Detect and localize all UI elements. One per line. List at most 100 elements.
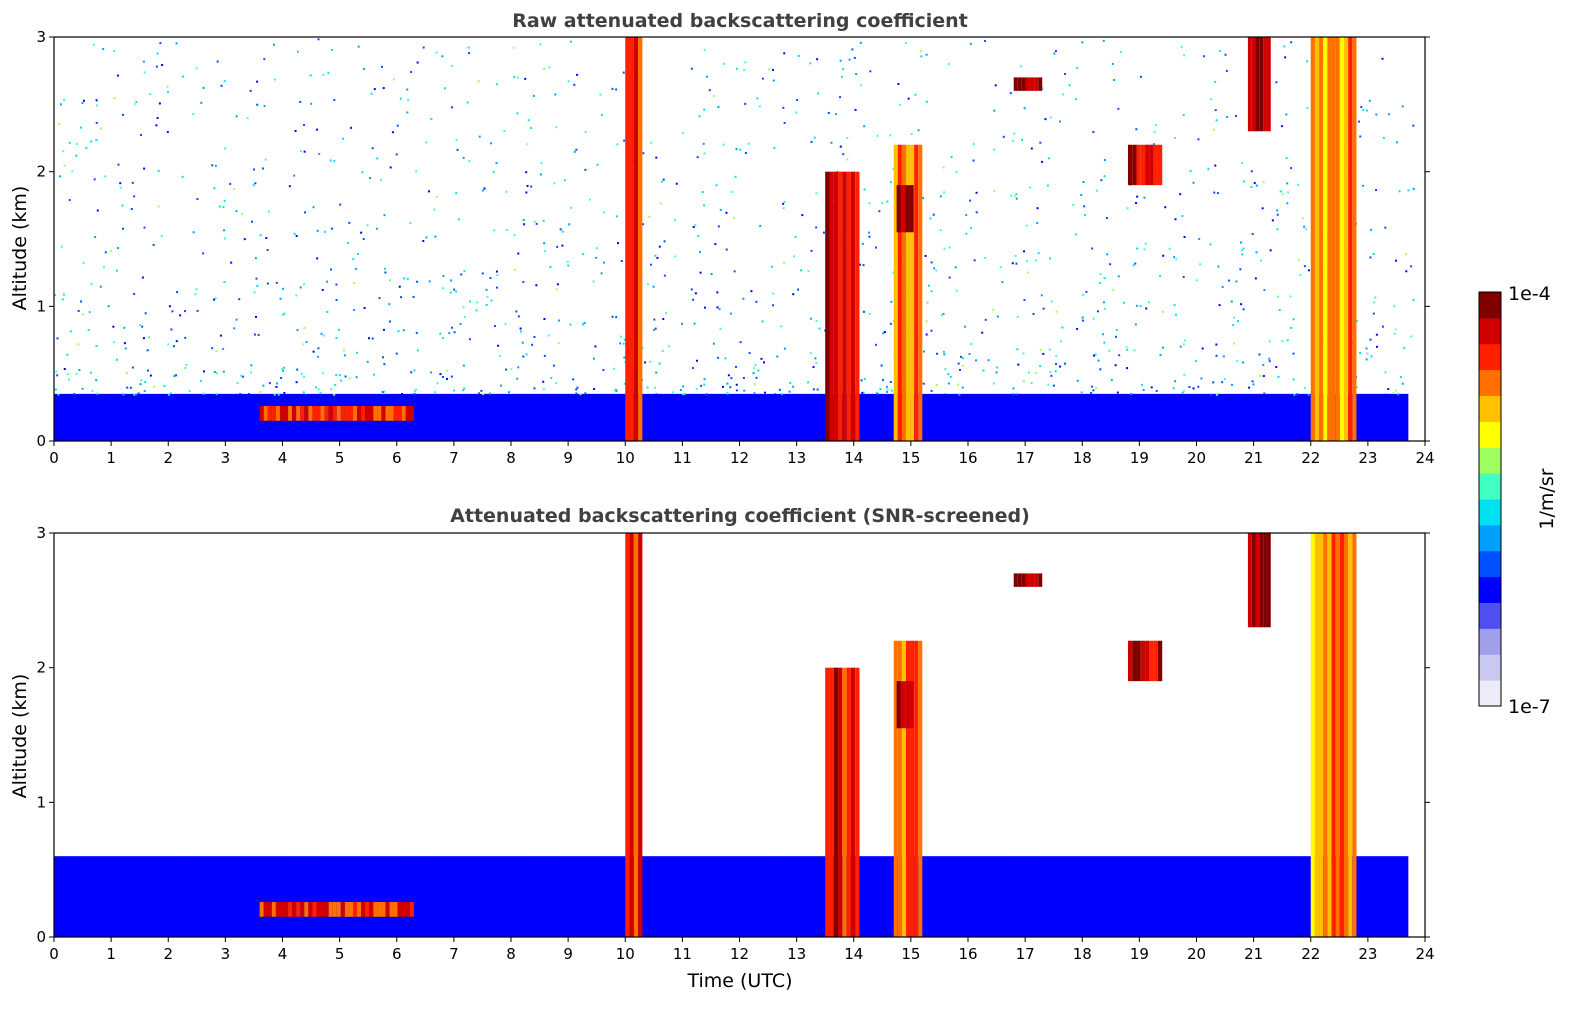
feature-strip [910,144,915,441]
noise-point [1082,293,1085,296]
noise-point [117,163,120,166]
feature-strip [1136,144,1141,186]
noise-point [752,372,755,375]
noise-point [920,55,923,58]
noise-point [200,101,203,104]
noise-point [366,224,369,227]
noise-point [930,389,933,392]
noise-point [131,181,134,184]
background-cell [670,393,689,441]
noise-point [919,49,922,52]
colorbar-swatch [1479,343,1501,371]
noise-point [948,246,951,249]
noise-point [958,368,961,371]
noise-point [653,386,656,389]
feature-strip [340,405,345,421]
noise-point [1181,391,1184,394]
noise-point [876,392,879,395]
noise-point [295,294,298,297]
feature-strip [365,405,370,421]
noise-point [168,305,171,308]
noise-point [735,383,738,386]
noise-point [641,223,644,226]
noise-point [288,185,291,188]
noise-point [615,389,618,392]
noise-point [293,174,296,177]
noise-point [523,223,526,226]
noise-point [1030,147,1033,150]
noise-point [1303,265,1306,268]
noise-point [622,342,625,345]
feature-strip [825,667,830,937]
noise-point [235,115,238,118]
noise-point [505,229,508,232]
feature-strip [288,405,293,421]
noise-point [739,148,742,151]
noise-point [322,73,325,76]
noise-point [1139,75,1142,78]
noise-point [1154,124,1157,127]
background-cell [808,856,826,937]
noise-point [917,129,920,132]
noise-point [812,366,815,369]
noise-point [1287,191,1290,194]
feature-strip [361,405,366,421]
noise-point [1142,388,1145,391]
feature-strip [825,171,830,441]
noise-point [310,102,313,105]
noise-point [1215,343,1218,346]
noise-point [948,276,951,279]
noise-point [326,280,329,283]
colorbar-swatch [1479,576,1501,603]
noise-point [1072,203,1075,206]
noise-point [213,187,216,190]
noise-point [797,288,800,291]
noise-point [539,173,542,176]
noise-point [755,300,758,303]
colorbar-swatch [1479,369,1501,396]
noise-point [1054,50,1057,53]
noise-point [303,326,306,329]
noise-point [719,208,722,211]
feature-strip [348,901,354,917]
noise-point [964,325,967,328]
feature-strip [393,901,398,917]
noise-point [1179,345,1182,348]
noise-point [703,306,706,309]
noise-point [1262,375,1265,378]
noise-point [1192,387,1195,390]
noise-point [939,195,942,198]
noise-point [1384,371,1387,374]
feature-strip [1266,37,1271,132]
noise-point [496,274,499,277]
background-cell [688,393,706,441]
noise-point [742,376,745,379]
noise-point [1103,341,1106,344]
noise-point [1269,249,1272,252]
noise-point [156,117,159,120]
noise-point [725,211,728,214]
feature-strip [638,533,643,937]
noise-point [1010,194,1013,197]
feature-strip [1263,37,1267,132]
feature-strip [1030,77,1035,91]
noise-point [320,332,323,335]
background-cell [139,856,158,937]
noise-point [555,288,558,291]
noise-point [1405,253,1408,256]
noise-point [810,249,813,252]
noise-point [122,393,125,396]
noise-point [729,312,732,315]
noise-point [1198,237,1201,240]
feature-strip [1251,533,1256,628]
noise-point [1292,378,1295,381]
background-cell [790,393,809,441]
feature-strip [1153,640,1158,682]
x-tick-label: 4 [278,449,288,467]
noise-point [1199,263,1202,266]
noise-point [719,328,722,331]
feature-strip [1259,533,1264,628]
noise-point [95,138,98,141]
x-tick-label: 3 [221,449,231,467]
noise-point [970,227,973,230]
